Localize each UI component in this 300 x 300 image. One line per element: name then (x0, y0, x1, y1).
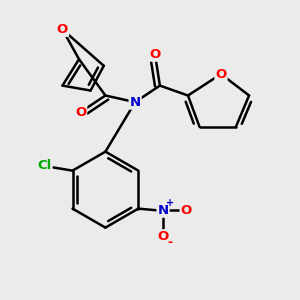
Text: O: O (75, 106, 86, 118)
Text: +: + (166, 198, 174, 208)
Text: Cl: Cl (37, 159, 52, 172)
Text: N: N (158, 204, 169, 217)
Text: N: N (130, 96, 141, 109)
Text: O: O (181, 204, 192, 217)
Text: O: O (215, 68, 226, 80)
Text: O: O (149, 48, 161, 61)
Text: O: O (57, 23, 68, 36)
Text: O: O (158, 230, 169, 243)
Text: -: - (168, 236, 173, 249)
